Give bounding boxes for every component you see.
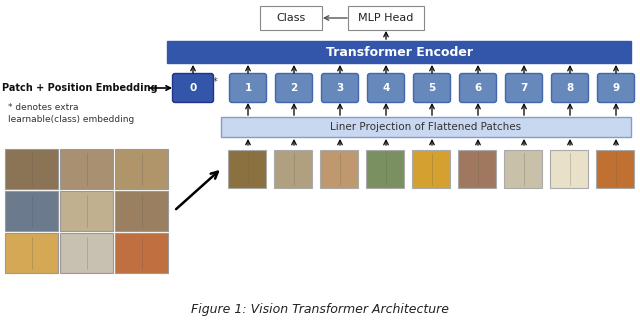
FancyBboxPatch shape bbox=[274, 150, 312, 188]
Text: *: * bbox=[213, 77, 218, 87]
Text: Class: Class bbox=[276, 13, 306, 23]
FancyBboxPatch shape bbox=[321, 73, 358, 103]
FancyBboxPatch shape bbox=[552, 73, 589, 103]
FancyBboxPatch shape bbox=[260, 6, 322, 30]
Text: Liner Projection of Flattened Patches: Liner Projection of Flattened Patches bbox=[330, 122, 522, 132]
Text: Patch + Position Embedding: Patch + Position Embedding bbox=[2, 83, 157, 93]
Text: 3: 3 bbox=[337, 83, 344, 93]
FancyBboxPatch shape bbox=[367, 73, 404, 103]
Text: 0: 0 bbox=[189, 83, 196, 93]
Text: 1: 1 bbox=[244, 83, 252, 93]
Text: Figure 1: Vision Transformer Architecture: Figure 1: Vision Transformer Architectur… bbox=[191, 304, 449, 317]
FancyBboxPatch shape bbox=[598, 73, 634, 103]
Text: 6: 6 bbox=[474, 83, 482, 93]
FancyBboxPatch shape bbox=[60, 191, 113, 231]
Text: 8: 8 bbox=[566, 83, 573, 93]
FancyBboxPatch shape bbox=[60, 149, 113, 189]
FancyBboxPatch shape bbox=[275, 73, 312, 103]
Text: learnable(class) embedding: learnable(class) embedding bbox=[8, 116, 134, 125]
FancyBboxPatch shape bbox=[115, 191, 168, 231]
FancyBboxPatch shape bbox=[596, 150, 634, 188]
FancyBboxPatch shape bbox=[412, 150, 450, 188]
FancyBboxPatch shape bbox=[413, 73, 451, 103]
FancyBboxPatch shape bbox=[115, 149, 168, 189]
FancyBboxPatch shape bbox=[115, 233, 168, 273]
Text: 5: 5 bbox=[428, 83, 436, 93]
Text: 2: 2 bbox=[291, 83, 298, 93]
FancyBboxPatch shape bbox=[504, 150, 542, 188]
FancyBboxPatch shape bbox=[348, 6, 424, 30]
FancyBboxPatch shape bbox=[173, 73, 214, 103]
Text: 9: 9 bbox=[612, 83, 620, 93]
FancyBboxPatch shape bbox=[221, 117, 631, 137]
FancyBboxPatch shape bbox=[460, 73, 497, 103]
FancyBboxPatch shape bbox=[320, 150, 358, 188]
FancyBboxPatch shape bbox=[5, 149, 58, 189]
Text: * denotes extra: * denotes extra bbox=[8, 104, 79, 113]
FancyBboxPatch shape bbox=[5, 233, 58, 273]
Text: MLP Head: MLP Head bbox=[358, 13, 413, 23]
FancyBboxPatch shape bbox=[230, 73, 266, 103]
Text: 4: 4 bbox=[382, 83, 390, 93]
Text: 7: 7 bbox=[520, 83, 528, 93]
FancyBboxPatch shape bbox=[458, 150, 496, 188]
FancyBboxPatch shape bbox=[366, 150, 404, 188]
FancyBboxPatch shape bbox=[5, 191, 58, 231]
Text: Transformer Encoder: Transformer Encoder bbox=[326, 45, 472, 58]
FancyBboxPatch shape bbox=[550, 150, 588, 188]
FancyBboxPatch shape bbox=[60, 233, 113, 273]
FancyBboxPatch shape bbox=[167, 41, 631, 63]
FancyBboxPatch shape bbox=[506, 73, 543, 103]
FancyBboxPatch shape bbox=[228, 150, 266, 188]
